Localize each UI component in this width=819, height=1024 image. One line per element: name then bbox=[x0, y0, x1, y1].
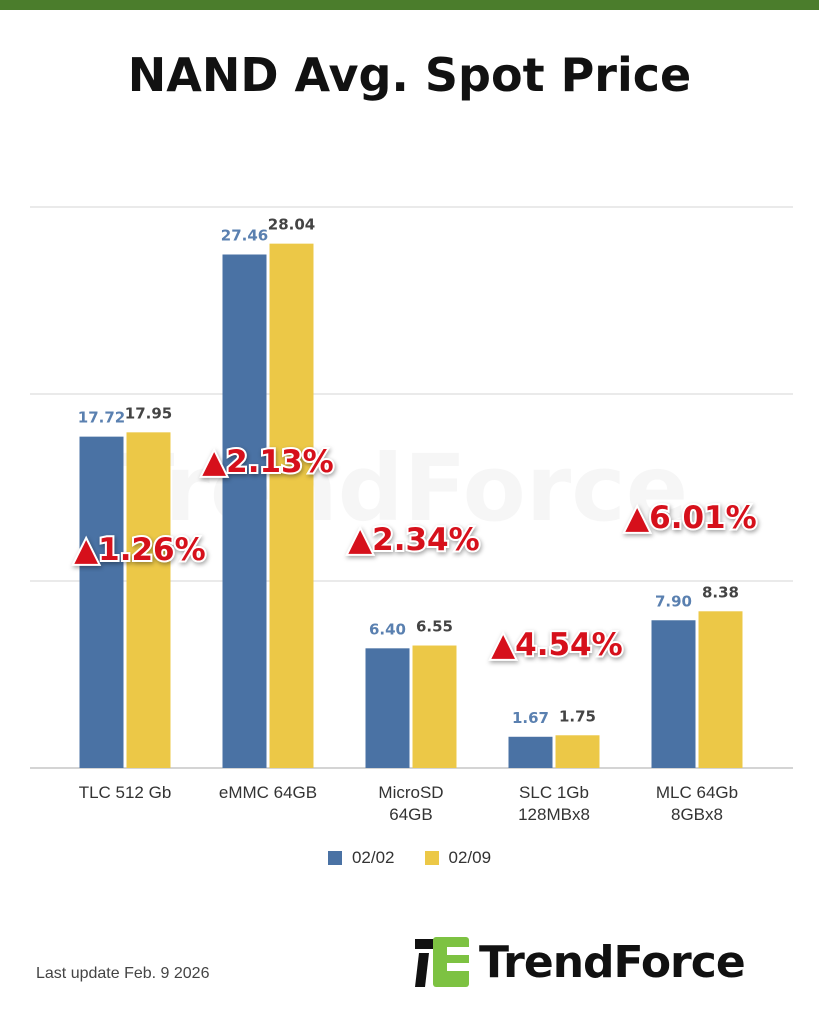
data-label: 17.72 bbox=[78, 409, 125, 427]
bar-series1 bbox=[365, 648, 410, 768]
data-label: 1.67 bbox=[512, 709, 549, 727]
bar-series2 bbox=[698, 611, 743, 768]
legend: 02/02 02/09 bbox=[0, 848, 819, 868]
bar-series1 bbox=[222, 254, 267, 769]
bar-series2 bbox=[412, 645, 457, 768]
category-label: TLC 512 Gb bbox=[79, 783, 172, 802]
last-update-text: Last update Feb. 9 2026 bbox=[36, 965, 210, 982]
change-annotation: ▲2.13% bbox=[202, 444, 333, 480]
legend-item-series2: 02/09 bbox=[424, 848, 492, 868]
bar-series1 bbox=[79, 436, 124, 768]
data-label: 6.40 bbox=[369, 620, 406, 638]
legend-item-series1: 02/02 bbox=[327, 848, 395, 868]
data-label: 1.75 bbox=[559, 707, 596, 725]
data-label: 17.95 bbox=[125, 404, 172, 422]
change-annotation: ▲2.34% bbox=[348, 522, 479, 558]
legend-swatch-blue bbox=[327, 851, 342, 865]
bar-series2 bbox=[126, 432, 171, 768]
category-label: MicroSD bbox=[378, 783, 443, 802]
trendforce-logo-icon bbox=[415, 937, 469, 987]
legend-swatch-yellow bbox=[424, 851, 439, 865]
top-accent-bar bbox=[0, 0, 819, 10]
legend-label: 02/09 bbox=[448, 848, 492, 867]
bar-series2 bbox=[269, 243, 314, 769]
category-label: SLC 1Gb bbox=[519, 783, 589, 802]
data-label: 7.90 bbox=[655, 592, 692, 610]
chart-title: NAND Avg. Spot Price bbox=[127, 48, 692, 102]
category-label: 128MBx8 bbox=[518, 805, 590, 824]
category-label: eMMC 64GB bbox=[219, 783, 317, 802]
change-annotation: ▲6.01% bbox=[625, 500, 756, 536]
data-label: 8.38 bbox=[702, 583, 739, 601]
legend-label: 02/02 bbox=[351, 848, 395, 867]
bar-series2 bbox=[555, 735, 600, 768]
category-label: 64GB bbox=[389, 805, 432, 824]
category-label: MLC 64Gb bbox=[656, 783, 738, 802]
category-label: 8GBx8 bbox=[671, 805, 723, 824]
data-label: 6.55 bbox=[416, 618, 453, 636]
change-annotation: ▲1.26% bbox=[74, 532, 205, 568]
logo-text: TrendForce bbox=[479, 936, 746, 988]
data-label: 28.04 bbox=[268, 216, 315, 234]
bar-series1 bbox=[508, 736, 553, 768]
data-label: 27.46 bbox=[221, 226, 268, 244]
change-annotation: ▲4.54% bbox=[491, 627, 622, 663]
trendforce-logo: TrendForce bbox=[415, 935, 746, 989]
bar-series1 bbox=[651, 620, 696, 768]
